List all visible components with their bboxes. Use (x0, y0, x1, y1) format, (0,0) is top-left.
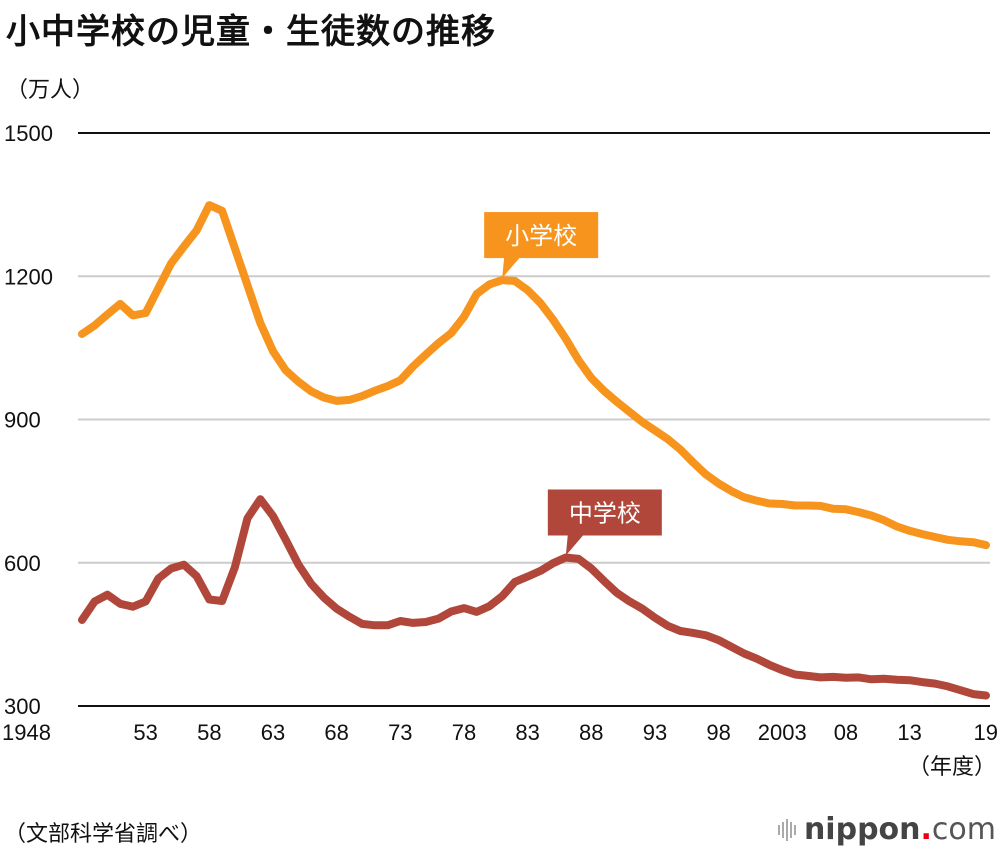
x-tick-label: 63 (261, 720, 285, 745)
x-tick-label: 53 (133, 720, 157, 745)
y-axis-unit-label: （万人） (6, 78, 95, 103)
callout-box (547, 489, 662, 536)
x-tick-label: 13 (897, 720, 921, 745)
x-axis-unit-label: （年度） (908, 754, 996, 779)
y-tick-label: 900 (4, 408, 41, 433)
source-note: （文部科学省調べ） (4, 822, 203, 847)
grid-lines (78, 132, 990, 707)
callout-pointer (502, 257, 521, 279)
x-tick-label: 98 (706, 720, 730, 745)
series-callout-junior-high: 中学校 (547, 489, 662, 556)
callout-label: 中学校 (569, 499, 641, 527)
x-tick-label: 2003 (758, 720, 807, 745)
logo-bars-icon (777, 818, 796, 841)
x-tick-label: 78 (452, 720, 476, 745)
x-tick-label: 73 (388, 720, 412, 745)
x-tick-label: 93 (643, 720, 667, 745)
y-tick-label: 1500 (4, 121, 53, 146)
series-lines (78, 201, 990, 700)
series-line-junior-high (78, 495, 990, 700)
x-tick-label: 88 (579, 720, 603, 745)
callout-box (484, 212, 599, 259)
y-tick-label: 300 (4, 694, 41, 719)
logo-main-text: nippon (803, 812, 921, 847)
x-tick-label: 08 (834, 720, 858, 745)
y-tick-label: 600 (4, 551, 41, 576)
x-tick-label: 19 (974, 720, 998, 745)
y-tick-label: 1200 (4, 264, 53, 289)
x-tick-label: 68 (324, 720, 348, 745)
series-callout-elementary: 小学校 (484, 212, 599, 279)
x-tick-label: 58 (197, 720, 221, 745)
callout-pointer (565, 534, 584, 556)
callout-label: 小学校 (505, 222, 577, 250)
x-tick-label: 83 (515, 720, 539, 745)
series-line-elementary (78, 201, 990, 550)
y-axis-ticks: 300 600 900 1200 1500 (4, 121, 53, 719)
chart-title: 小中学校の児童・生徒数の推移 (6, 12, 496, 52)
x-tick-label: 1948 (2, 720, 51, 745)
nippon-com-logo: nippon. com (777, 812, 996, 847)
x-axis-ticks: 1948 53 58 63 68 73 78 83 88 93 98 2003 08 13 19 (2, 720, 998, 745)
logo-suffix-text: com (931, 812, 996, 847)
logo-dot: . (920, 812, 932, 847)
